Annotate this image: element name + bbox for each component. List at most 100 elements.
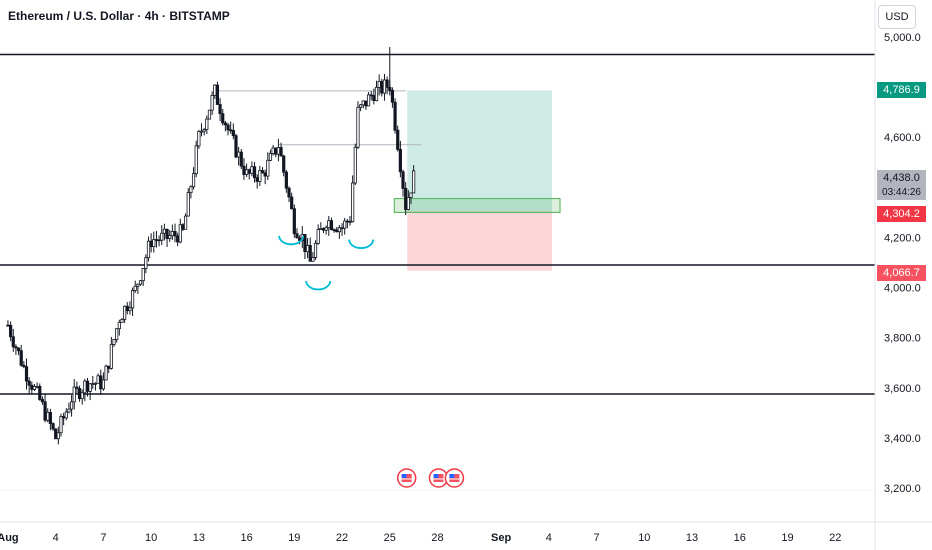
position-zones xyxy=(393,90,561,271)
y-tick-label: 3,200.0 xyxy=(884,483,921,495)
candle-body xyxy=(6,324,10,327)
target-price-tag: 4,786.9 xyxy=(877,82,926,99)
candle-body xyxy=(64,411,68,419)
candle-body xyxy=(218,104,222,115)
x-tick-label: 16 xyxy=(240,532,252,544)
candle-body xyxy=(117,321,121,330)
candle-body xyxy=(279,147,283,157)
candle-body xyxy=(194,145,198,175)
candle-body xyxy=(123,305,127,320)
x-tick-label: Sep xyxy=(491,532,511,544)
x-tick-label: 4 xyxy=(546,532,552,544)
candle-body xyxy=(191,173,196,188)
candle-body xyxy=(316,229,320,244)
candle-body xyxy=(104,365,108,381)
x-tick-label: 4 xyxy=(53,532,59,544)
x-tick-label: 19 xyxy=(781,532,793,544)
candle-body xyxy=(181,224,185,230)
us-event-icon[interactable] xyxy=(444,468,465,488)
candle-body xyxy=(149,240,153,248)
candle-body xyxy=(162,228,166,234)
candle-body xyxy=(380,81,384,94)
candle-body xyxy=(409,192,413,198)
candle-body xyxy=(359,104,363,108)
us-event-icon[interactable] xyxy=(396,468,417,488)
candle-body xyxy=(85,380,90,392)
candle-body xyxy=(120,319,124,323)
y-tick-label: 3,600.0 xyxy=(884,383,921,395)
candle-body xyxy=(287,187,291,198)
candle-body xyxy=(168,235,172,239)
y-tick-label: 3,400.0 xyxy=(884,433,921,445)
event-icon-canton xyxy=(401,474,407,478)
candle-body xyxy=(255,177,259,182)
candle-body xyxy=(101,379,106,390)
candle-body xyxy=(343,220,347,229)
candle-body xyxy=(412,170,416,194)
candle-body xyxy=(372,95,376,101)
candle-body xyxy=(62,416,66,419)
x-tick-label: 25 xyxy=(384,532,396,544)
candle-body xyxy=(112,339,116,345)
x-tick-label: 28 xyxy=(431,532,443,544)
candle-body xyxy=(231,130,235,137)
candle-body xyxy=(54,428,58,440)
candle-body xyxy=(205,118,209,130)
candle-body xyxy=(223,122,227,126)
candle-body xyxy=(91,383,95,385)
candle-body xyxy=(107,365,111,369)
candle-body xyxy=(38,385,42,400)
candle-body xyxy=(93,382,98,385)
x-tick-label: 10 xyxy=(145,532,157,544)
candle-body xyxy=(382,79,387,94)
x-tick-label: 22 xyxy=(336,532,348,544)
candle-body xyxy=(308,245,312,262)
candle-body xyxy=(152,239,156,248)
candle-body xyxy=(260,170,265,174)
candle-body xyxy=(202,129,206,132)
candle-body xyxy=(324,227,328,231)
x-tick-label: 16 xyxy=(734,532,746,544)
x-tick-label: 22 xyxy=(829,532,841,544)
candle-body xyxy=(141,268,145,282)
candle-body xyxy=(99,375,103,390)
candle-body xyxy=(396,129,400,150)
x-tick-label: 19 xyxy=(288,532,300,544)
candle-body xyxy=(250,166,254,174)
candle-body xyxy=(284,171,288,189)
candle-body xyxy=(184,215,188,230)
candle-body xyxy=(351,182,355,223)
x-tick-label: Aug xyxy=(0,532,19,544)
candle-body xyxy=(154,239,159,241)
candle-body xyxy=(16,347,21,352)
candle-body xyxy=(88,383,92,392)
candle-body xyxy=(282,155,286,173)
candle-body xyxy=(271,147,275,154)
candle-body xyxy=(80,392,84,400)
candle-body xyxy=(210,95,214,111)
candle-body xyxy=(176,235,180,243)
y-tick-label: 4,600.0 xyxy=(884,132,921,144)
x-tick-label: 7 xyxy=(100,532,106,544)
candle-body xyxy=(207,109,212,120)
event-markers[interactable] xyxy=(396,468,465,488)
candle-body xyxy=(51,423,55,430)
candle-body xyxy=(72,386,76,403)
candle-body xyxy=(313,243,318,258)
candle-body xyxy=(115,328,119,340)
pattern-mark-left-shoulder xyxy=(278,235,305,246)
candle-body xyxy=(366,94,371,107)
candle-body xyxy=(247,169,251,174)
candle-body xyxy=(229,129,233,132)
currency-button[interactable]: USD xyxy=(878,5,916,29)
candle-body xyxy=(170,230,174,237)
candle-body xyxy=(199,130,204,133)
candle-body xyxy=(173,230,177,237)
x-tick-label: 13 xyxy=(686,532,698,544)
candle-body xyxy=(11,336,15,348)
candle-body xyxy=(157,239,161,242)
candle-body xyxy=(258,170,262,182)
candle-body xyxy=(239,151,243,167)
x-tick-label: 10 xyxy=(638,532,650,544)
